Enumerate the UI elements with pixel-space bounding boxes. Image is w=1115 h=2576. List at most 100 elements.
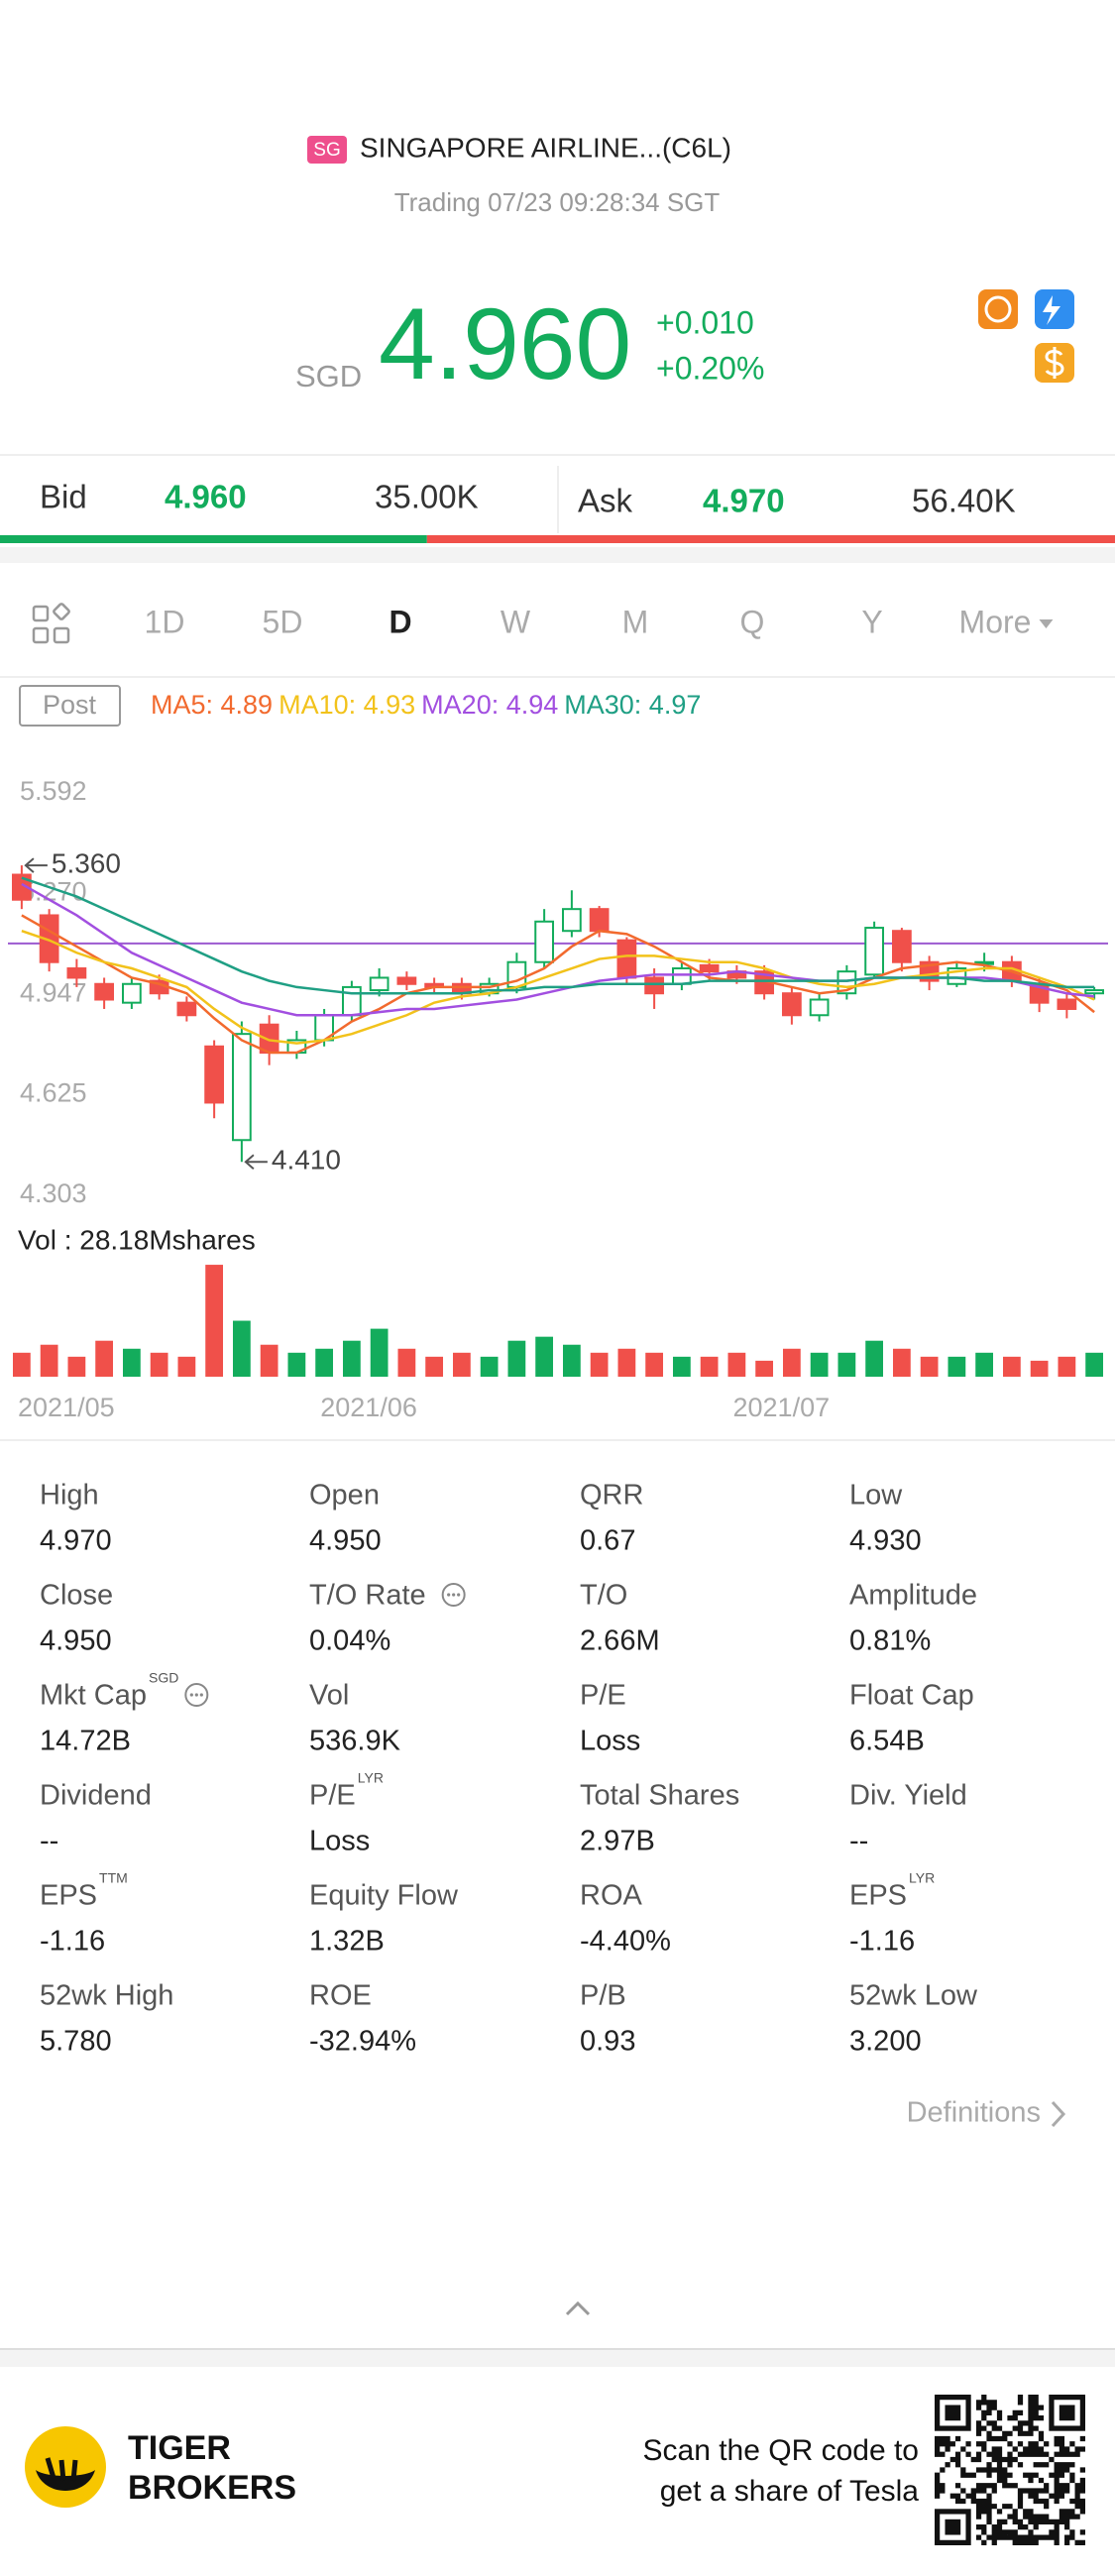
stat-value: 2.66M bbox=[580, 1625, 660, 1657]
annotation-label: 4.410 bbox=[272, 1145, 341, 1176]
volume-bar bbox=[1002, 1356, 1021, 1377]
price-change-pct: +0.20% bbox=[656, 350, 764, 386]
stat-label: Vol bbox=[309, 1680, 349, 1712]
ma-line bbox=[21, 876, 1095, 995]
stat-value: 0.93 bbox=[580, 2026, 635, 2058]
x-tick-label: 2021/05 bbox=[18, 1393, 115, 1422]
collapse-caret[interactable] bbox=[565, 2300, 591, 2316]
stat-value: -1.16 bbox=[849, 1926, 915, 1958]
volume-bar bbox=[397, 1348, 416, 1377]
info-icon[interactable] bbox=[184, 1683, 209, 1707]
volume-bar bbox=[975, 1352, 994, 1377]
candle-body bbox=[66, 967, 87, 979]
stat-label: Low bbox=[849, 1480, 903, 1512]
stat-value: 6.54B bbox=[849, 1726, 925, 1757]
section-gap bbox=[0, 547, 1115, 563]
volume-bar bbox=[727, 1352, 746, 1377]
stat-label: High bbox=[40, 1480, 99, 1512]
stat-label: QRR bbox=[580, 1480, 643, 1512]
volume-bar bbox=[370, 1328, 389, 1377]
period-tab[interactable]: 5D bbox=[263, 604, 303, 639]
stat-value: 5.780 bbox=[40, 2026, 112, 2058]
stat-value: 4.950 bbox=[309, 1525, 382, 1557]
info-icon[interactable] bbox=[441, 1583, 466, 1607]
stat-value: Loss bbox=[309, 1826, 370, 1857]
candle-body bbox=[231, 1033, 252, 1142]
stat-label: P/B bbox=[580, 1980, 626, 2012]
stat-label: Total Shares bbox=[580, 1780, 739, 1812]
stat-value: 0.81% bbox=[849, 1625, 931, 1657]
period-tab[interactable]: 1D bbox=[145, 604, 185, 639]
icon-part bbox=[53, 626, 70, 644]
stat-value: -32.94% bbox=[309, 2026, 416, 2058]
info-dot bbox=[189, 1693, 193, 1697]
qr-modules bbox=[935, 2395, 1085, 2545]
stat-value: -1.16 bbox=[40, 1926, 105, 1958]
volume-bar bbox=[590, 1352, 609, 1377]
volume-bar bbox=[1058, 1356, 1076, 1377]
brand-line: TIGER bbox=[128, 2429, 231, 2467]
currency: SGD bbox=[295, 359, 362, 393]
icon-part bbox=[53, 603, 70, 620]
ask-volume-bar bbox=[426, 535, 1115, 543]
period-tab[interactable]: D bbox=[389, 604, 411, 639]
brand-line: BROKERS bbox=[128, 2469, 296, 2507]
ma-legend: MA30: 4.97 bbox=[564, 690, 701, 720]
chevron bbox=[1051, 2100, 1066, 2128]
dropdown-arrow bbox=[1039, 619, 1054, 628]
candle-body bbox=[616, 939, 637, 979]
stat-label: Mkt Cap bbox=[40, 1680, 147, 1712]
candle-body bbox=[534, 920, 555, 963]
stat-label: EPS bbox=[849, 1880, 907, 1912]
volume-bar bbox=[122, 1348, 141, 1377]
bid-volume-bar bbox=[0, 535, 427, 543]
stat-label: 52wk Low bbox=[849, 1980, 978, 2012]
stat-value: 14.72B bbox=[40, 1726, 131, 1757]
volume-bar bbox=[150, 1352, 168, 1377]
candle-body bbox=[369, 976, 390, 992]
volume-bar bbox=[232, 1320, 251, 1377]
volume-bar bbox=[948, 1356, 966, 1377]
stat-label-sup: LYR bbox=[909, 1870, 935, 1886]
qr-code bbox=[934, 2394, 1085, 2546]
volume-bar bbox=[260, 1344, 279, 1377]
stat-value: -- bbox=[40, 1826, 58, 1857]
stat-value: -4.40% bbox=[580, 1926, 671, 1958]
kline-chart: MA5: 4.89 MA10: 4.93 MA20: 4.94 MA30: 4.97 5… bbox=[8, 690, 1108, 1422]
info-dot bbox=[447, 1593, 451, 1597]
icon-alert[interactable] bbox=[978, 289, 1018, 329]
ask-price: 4.970 bbox=[703, 483, 785, 519]
period-tab[interactable]: W bbox=[501, 604, 531, 639]
volume-bar bbox=[507, 1340, 526, 1377]
stat-label: Float Cap bbox=[849, 1680, 974, 1712]
ma-legend: MA10: 4.93 bbox=[279, 690, 415, 720]
period-tab[interactable]: Y bbox=[861, 604, 882, 639]
stat-label: ROE bbox=[309, 1980, 372, 2012]
ask-label: Ask bbox=[578, 483, 633, 519]
candle-body bbox=[809, 998, 830, 1017]
chart-settings-icon[interactable] bbox=[32, 603, 70, 644]
period-tab[interactable]: M bbox=[622, 604, 649, 639]
candle-body bbox=[699, 963, 720, 973]
post-badge: Post bbox=[43, 690, 97, 720]
candle-body bbox=[204, 1045, 225, 1104]
section-gap bbox=[0, 2349, 1115, 2367]
ma-line bbox=[21, 930, 1095, 1045]
candle-body bbox=[396, 976, 417, 985]
period-tab[interactable]: More bbox=[959, 604, 1032, 639]
x-tick-label: 2021/06 bbox=[320, 1393, 417, 1422]
qr-finder bbox=[945, 2405, 961, 2421]
period-tab[interactable]: Q bbox=[740, 604, 765, 639]
info-dot bbox=[199, 1693, 203, 1697]
qr-finder bbox=[934, 2509, 971, 2546]
stats-grid: High 4.970 Open 4.950 QRR 0.67 Low 4.930 Close 4.… bbox=[40, 1480, 978, 2058]
trading-status: Trading 07/23 09:28:34 SGT bbox=[394, 187, 721, 217]
icon-glyph bbox=[1043, 295, 1060, 325]
definitions-link[interactable]: Definitions bbox=[907, 2097, 1041, 2129]
market-badge: SG bbox=[313, 140, 340, 161]
volume-bar bbox=[95, 1340, 114, 1377]
stat-label: Open bbox=[309, 1480, 380, 1512]
annotation-arrow bbox=[244, 1154, 255, 1171]
ma-legend: MA5: 4.89 bbox=[151, 690, 273, 720]
